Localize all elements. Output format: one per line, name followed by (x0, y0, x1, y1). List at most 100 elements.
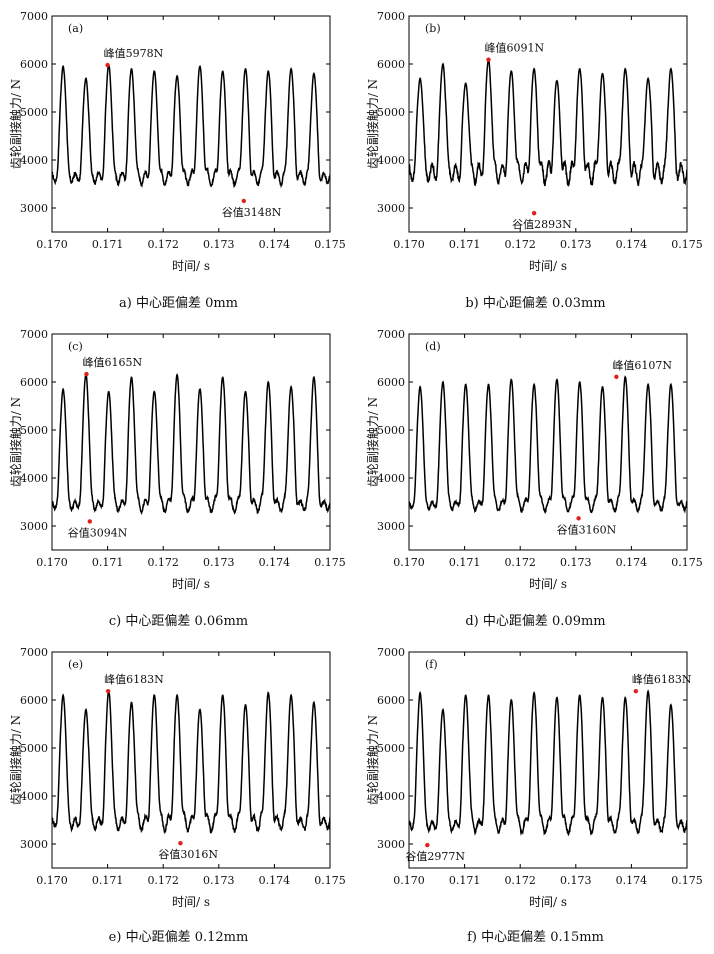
panel-f: 0.170 0.171 0.172 0.173 0.174 0.175 3000 4000 50… (357, 636, 714, 954)
y-axis-label-e: 齿轮副接触力/ N (8, 715, 23, 805)
x-tick-label-c: 0.172 (147, 556, 179, 569)
peak-label-e: 峰值6183N (104, 673, 164, 686)
valley-marker-b (531, 210, 537, 216)
x-tick-label-b: 0.171 (449, 238, 481, 251)
x-axis-label-b: 时间/ s (529, 259, 567, 273)
y-tick-label-c: 3000 (20, 520, 48, 533)
y-tick-label-f: 3000 (377, 838, 405, 851)
chart-e: 0.170 0.171 0.172 0.173 0.174 0.175 3000 4000 50… (8, 646, 346, 909)
panel-tag-b: (b) (425, 22, 441, 35)
peak-marker-e (105, 689, 111, 694)
valley-marker-f (425, 842, 430, 848)
series-line-a (52, 64, 330, 189)
plot-frame-a (51, 15, 331, 233)
x-axis-label-e: 时间/ s (172, 895, 210, 909)
peak-marker-c (84, 371, 89, 377)
y-tick-label-e: 4000 (20, 790, 48, 803)
x-tick-label-e: 0.171 (92, 874, 124, 887)
x-tick-label-a: 0.174 (259, 238, 291, 251)
x-tick-label-a: 0.175 (314, 238, 346, 251)
peak-label-d: 峰值6107N (612, 359, 672, 372)
peak-label-a: 峰值5978N (104, 47, 164, 60)
peak-label-c: 峰值6165N (82, 356, 142, 369)
panel-tag-c: (c) (68, 340, 83, 353)
y-tick-label-f: 6000 (377, 694, 405, 707)
plot-frame-d (408, 333, 688, 551)
x-tick-label-e: 0.170 (36, 874, 68, 887)
caption-d: d) 中心距偏差 0.09mm (465, 614, 606, 629)
y-tick-label-f: 7000 (377, 646, 405, 659)
x-tick-label-f: 0.175 (671, 874, 703, 887)
chart-b: 0.170 0.171 0.172 0.173 0.174 0.175 3000 4000 50… (365, 10, 703, 273)
caption-e: e) 中心距偏差 0.12mm (108, 930, 249, 945)
series-line-b (409, 58, 687, 187)
y-tick-label-b: 4000 (377, 154, 405, 167)
panel-tag-e: (e) (68, 658, 83, 671)
x-tick-label-d: 0.174 (616, 556, 648, 569)
x-tick-label-d: 0.173 (560, 556, 592, 569)
y-tick-label-d: 3000 (377, 520, 405, 533)
panel-tag-a: (a) (68, 22, 83, 35)
peak-label-b: 峰值6091N (485, 42, 545, 55)
plot-frame-f (408, 651, 688, 869)
x-tick-label-c: 0.175 (314, 556, 346, 569)
y-axis-label-a: 齿轮副接触力/ N (8, 79, 23, 169)
y-tick-label-f: 4000 (377, 790, 405, 803)
valley-label-c: 谷值3094N (68, 526, 128, 539)
y-tick-label-e: 5000 (20, 742, 48, 755)
panel-e: 0.170 0.171 0.172 0.173 0.174 0.175 3000 4000 50… (0, 636, 357, 954)
x-tick-label-b: 0.175 (671, 238, 703, 251)
panel-c: 0.170 0.171 0.172 0.173 0.174 0.175 3000 4000 50… (0, 318, 357, 636)
x-tick-label-f: 0.170 (393, 874, 425, 887)
chart-f: 0.170 0.171 0.172 0.173 0.174 0.175 3000 4000 50… (365, 646, 703, 909)
plot-frame-c (51, 333, 331, 551)
x-tick-label-f: 0.171 (449, 874, 481, 887)
x-axis-label-c: 时间/ s (172, 577, 210, 591)
y-tick-label-a: 4000 (20, 154, 48, 167)
valley-label-a: 谷值3148N (222, 206, 282, 219)
series-line-e (52, 690, 330, 835)
y-tick-label-b: 5000 (377, 106, 405, 119)
y-tick-label-d: 6000 (377, 376, 405, 389)
panel-tag-f: (f) (425, 658, 438, 671)
series-line-f (409, 689, 687, 837)
x-tick-label-c: 0.171 (92, 556, 124, 569)
y-tick-label-a: 7000 (20, 10, 48, 23)
y-tick-label-d: 4000 (377, 472, 405, 485)
y-tick-label-b: 7000 (377, 10, 405, 23)
valley-label-f: 谷值2977N (405, 850, 465, 863)
y-tick-label-e: 6000 (20, 694, 48, 707)
y-tick-label-e: 7000 (20, 646, 48, 659)
valley-marker-d (576, 516, 581, 521)
valley-label-e: 谷值3016N (158, 848, 218, 861)
valley-marker-e (178, 841, 183, 846)
y-tick-label-a: 5000 (20, 106, 48, 119)
x-tick-label-a: 0.171 (92, 238, 124, 251)
peak-marker-b (486, 57, 491, 62)
y-tick-label-b: 6000 (377, 58, 405, 71)
x-tick-label-f: 0.172 (504, 874, 536, 887)
y-tick-label-d: 5000 (377, 424, 405, 437)
x-tick-label-b: 0.170 (393, 238, 425, 251)
y-tick-label-c: 6000 (20, 376, 48, 389)
panel-b: 0.170 0.171 0.172 0.173 0.174 0.175 3000 4000 50… (357, 0, 714, 318)
x-tick-label-b: 0.173 (560, 238, 592, 251)
valley-marker-a (241, 198, 247, 204)
x-tick-label-e: 0.174 (259, 874, 291, 887)
series-line-d (409, 375, 687, 514)
panel-d: 0.170 0.171 0.172 0.173 0.174 0.175 3000 4000 50… (357, 318, 714, 636)
valley-marker-c (87, 519, 93, 524)
valley-label-d: 谷值3160N (557, 523, 617, 536)
chart-c: 0.170 0.171 0.172 0.173 0.174 0.175 3000 4000 50… (8, 328, 346, 591)
x-tick-label-f: 0.174 (616, 874, 648, 887)
x-axis-label-d: 时间/ s (529, 577, 567, 591)
x-tick-label-b: 0.174 (616, 238, 648, 251)
chart-d: 0.170 0.171 0.172 0.173 0.174 0.175 3000 4000 50… (365, 328, 703, 591)
x-tick-label-f: 0.173 (560, 874, 592, 887)
caption-a: a) 中心距偏差 0mm (118, 296, 238, 311)
peak-marker-a (105, 62, 110, 68)
series-line-c (52, 372, 330, 516)
y-tick-label-b: 3000 (377, 202, 405, 215)
chart-a: 0.170 0.171 0.172 0.173 0.174 0.175 3000 4000 50… (8, 10, 346, 273)
y-axis-label-b: 齿轮副接触力/ N (365, 79, 380, 169)
